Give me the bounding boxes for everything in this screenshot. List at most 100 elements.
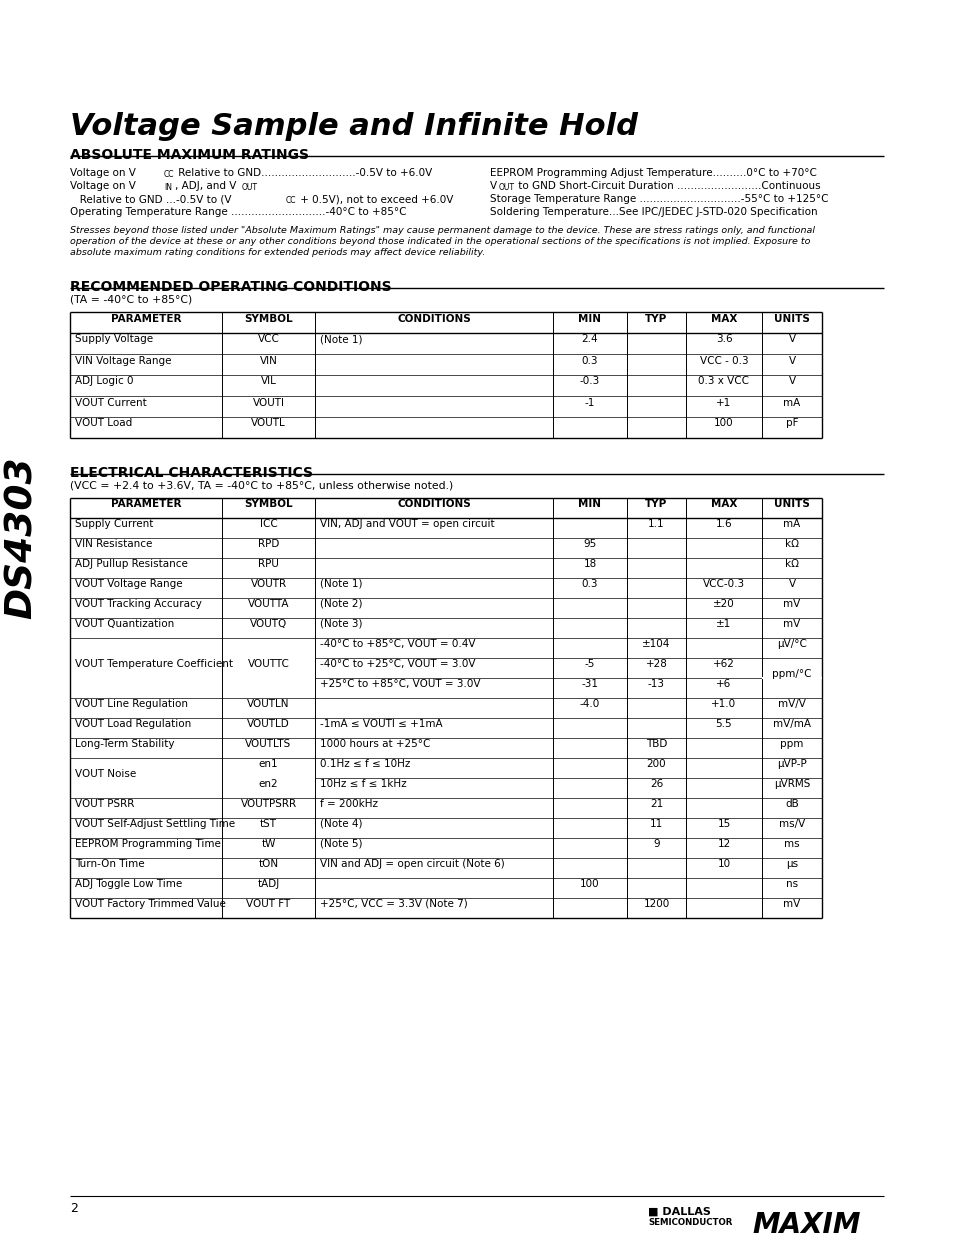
Text: +25°C, VCC = 3.3V (Note 7): +25°C, VCC = 3.3V (Note 7) (319, 899, 467, 909)
Text: 100: 100 (579, 879, 599, 889)
Text: VOUT Temperature Coefficient: VOUT Temperature Coefficient (75, 659, 233, 669)
Text: TBD: TBD (645, 739, 666, 748)
Text: (Note 3): (Note 3) (319, 619, 362, 629)
Text: -4.0: -4.0 (579, 699, 599, 709)
Text: tW: tW (261, 839, 275, 848)
Text: VOUT Factory Trimmed Value: VOUT Factory Trimmed Value (75, 899, 226, 909)
Text: 15: 15 (717, 819, 730, 829)
Text: 10Hz ≤ f ≤ 1kHz: 10Hz ≤ f ≤ 1kHz (319, 779, 406, 789)
Text: 12: 12 (717, 839, 730, 848)
Text: MIN: MIN (578, 314, 601, 324)
Text: Turn-On Time: Turn-On Time (75, 860, 145, 869)
Text: VOUT Self-Adjust Settling Time: VOUT Self-Adjust Settling Time (75, 819, 234, 829)
Text: ±20: ±20 (713, 599, 734, 609)
Text: -1mA ≤ VOUTI ≤ +1mA: -1mA ≤ VOUTI ≤ +1mA (319, 719, 442, 729)
Text: ns: ns (785, 879, 798, 889)
Text: mA: mA (782, 398, 800, 408)
Text: operation of the device at these or any other conditions beyond those indicated : operation of the device at these or any … (70, 237, 810, 246)
Text: ADJ Logic 0: ADJ Logic 0 (75, 377, 133, 387)
Text: (VCC = +2.4 to +3.6V, TA = -40°C to +85°C, unless otherwise noted.): (VCC = +2.4 to +3.6V, TA = -40°C to +85°… (70, 480, 453, 490)
Text: VOUT Load: VOUT Load (75, 419, 132, 429)
Text: VOUT FT: VOUT FT (246, 899, 291, 909)
Text: RPD: RPD (257, 538, 279, 550)
Text: 1.6: 1.6 (715, 519, 732, 529)
Text: VOUTI: VOUTI (253, 398, 284, 408)
Text: 0.3 x VCC: 0.3 x VCC (698, 377, 749, 387)
Text: +62: +62 (712, 659, 734, 669)
Text: VOUT Quantization: VOUT Quantization (75, 619, 174, 629)
Text: Supply Current: Supply Current (75, 519, 153, 529)
Text: VOUTPSRR: VOUTPSRR (240, 799, 296, 809)
Text: μVP-P: μVP-P (777, 760, 806, 769)
Text: to GND Short-Circuit Duration .........................Continuous: to GND Short-Circuit Duration ..........… (515, 182, 820, 191)
Text: 1000 hours at +25°C: 1000 hours at +25°C (319, 739, 430, 748)
Text: +28: +28 (645, 659, 667, 669)
Text: MAX: MAX (710, 314, 737, 324)
Text: 0.3: 0.3 (581, 579, 598, 589)
Text: -13: -13 (647, 679, 664, 689)
Text: -0.3: -0.3 (579, 377, 599, 387)
Text: ELECTRICAL CHARACTERISTICS: ELECTRICAL CHARACTERISTICS (70, 466, 313, 480)
Text: (TA = -40°C to +85°C): (TA = -40°C to +85°C) (70, 294, 193, 304)
Text: , ADJ, and V: , ADJ, and V (174, 182, 236, 191)
Text: +25°C to +85°C, VOUT = 3.0V: +25°C to +85°C, VOUT = 3.0V (319, 679, 480, 689)
Text: mV: mV (782, 899, 800, 909)
Text: 200: 200 (646, 760, 665, 769)
Text: dB: dB (784, 799, 798, 809)
Text: mV: mV (782, 619, 800, 629)
Text: mV/V: mV/V (778, 699, 805, 709)
Text: ADJ Pullup Resistance: ADJ Pullup Resistance (75, 559, 188, 569)
Text: -1: -1 (584, 398, 595, 408)
Text: ppm/°C: ppm/°C (771, 669, 811, 679)
Text: VOUT Current: VOUT Current (75, 398, 147, 408)
Text: Voltage on V: Voltage on V (70, 182, 135, 191)
Text: VOUTL: VOUTL (251, 419, 286, 429)
Text: IN: IN (164, 183, 172, 191)
Text: MIN: MIN (578, 499, 601, 509)
Text: ppm: ppm (780, 739, 802, 748)
Text: 2.4: 2.4 (581, 335, 598, 345)
Text: VOUTLN: VOUTLN (247, 699, 290, 709)
Text: 0.3: 0.3 (581, 356, 598, 366)
Text: VIN and ADJ = open circuit (Note 6): VIN and ADJ = open circuit (Note 6) (319, 860, 504, 869)
Text: 2: 2 (70, 1202, 78, 1215)
Text: μV/°C: μV/°C (777, 638, 806, 650)
Text: VOUT Line Regulation: VOUT Line Regulation (75, 699, 188, 709)
Text: + 0.5V), not to exceed +6.0V: + 0.5V), not to exceed +6.0V (296, 194, 453, 204)
Text: ICC: ICC (259, 519, 277, 529)
Text: V: V (787, 335, 795, 345)
Text: 10: 10 (717, 860, 730, 869)
Text: PARAMETER: PARAMETER (111, 314, 181, 324)
Text: VCC - 0.3: VCC - 0.3 (699, 356, 747, 366)
Text: Relative to GND ...-0.5V to (V: Relative to GND ...-0.5V to (V (70, 194, 232, 204)
Text: tON: tON (258, 860, 278, 869)
Text: f = 200kHz: f = 200kHz (319, 799, 377, 809)
Text: UNITS: UNITS (773, 314, 809, 324)
Text: SEMICONDUCTOR: SEMICONDUCTOR (647, 1218, 732, 1228)
Text: 11: 11 (649, 819, 662, 829)
Text: PARAMETER: PARAMETER (111, 499, 181, 509)
Text: VOUTLTS: VOUTLTS (245, 739, 292, 748)
Text: OUT: OUT (242, 183, 257, 191)
Text: TYP: TYP (644, 314, 667, 324)
Text: 1200: 1200 (642, 899, 669, 909)
Text: ms/V: ms/V (778, 819, 804, 829)
Text: VOUTR: VOUTR (251, 579, 286, 589)
Text: V: V (490, 182, 497, 191)
Text: VIN: VIN (259, 356, 277, 366)
Text: DS4303: DS4303 (4, 456, 40, 619)
Text: VIN, ADJ and VOUT = open circuit: VIN, ADJ and VOUT = open circuit (319, 519, 494, 529)
Text: (Note 4): (Note 4) (319, 819, 362, 829)
Text: -5: -5 (584, 659, 595, 669)
Text: 26: 26 (649, 779, 662, 789)
Text: V: V (787, 356, 795, 366)
Text: pF: pF (785, 419, 798, 429)
Text: ■ DALLAS: ■ DALLAS (647, 1207, 710, 1216)
Text: mA: mA (782, 519, 800, 529)
Text: en2: en2 (258, 779, 278, 789)
Text: Stresses beyond those listed under "Absolute Maximum Ratings" may cause permanen: Stresses beyond those listed under "Abso… (70, 226, 814, 235)
Text: Long-Term Stability: Long-Term Stability (75, 739, 174, 748)
Text: μVRMS: μVRMS (773, 779, 809, 789)
Text: en1: en1 (258, 760, 278, 769)
Text: SYMBOL: SYMBOL (244, 499, 293, 509)
